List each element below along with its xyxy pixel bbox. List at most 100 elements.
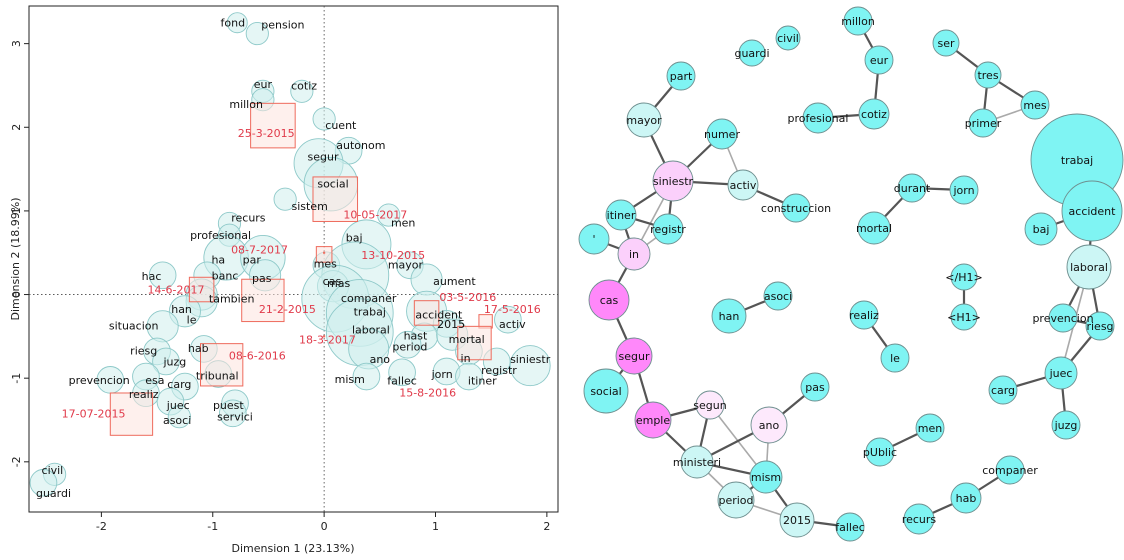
date-labels: 25-3-2015 10-05-2017 08-7-2017 13-10-2015 14… xyxy=(62,127,541,420)
word-label-accident: accident xyxy=(415,309,463,322)
word-label-sistem: sistem xyxy=(291,200,327,213)
network-node-labels: guardi civil millon eur cotiz profesional ser t… xyxy=(590,15,1116,534)
node-label-mayor: mayor xyxy=(626,114,662,127)
node-recurs xyxy=(903,503,935,535)
node-label-eur: eur xyxy=(870,54,889,67)
y-axis-title: Dimension 2 (18.99%) xyxy=(9,198,22,321)
x-axis-title: Dimension 1 (23.13%) xyxy=(232,542,355,555)
node-laboral xyxy=(1066,244,1112,290)
node-public xyxy=(865,437,895,467)
date-point-25-3-2015 xyxy=(250,102,296,149)
node-label-profesional: profesional xyxy=(788,112,849,125)
node-label-2015: 2015 xyxy=(783,514,811,527)
word-label-juec: juec xyxy=(166,399,190,412)
node-label-le: le xyxy=(890,352,900,365)
word-label-cotiz: cotiz xyxy=(291,79,317,92)
node-label-prevencion: prevencion xyxy=(1032,312,1093,325)
word-label-mas: mas xyxy=(327,277,350,290)
network-nodes xyxy=(578,6,1124,542)
node-realiz xyxy=(849,300,879,330)
word-label-men: men xyxy=(391,217,415,230)
node-label-pas: pas xyxy=(805,381,825,394)
word-label-realiz: realiz xyxy=(129,388,159,401)
node-period xyxy=(717,481,755,519)
node-civil xyxy=(775,25,801,51)
word-label-companer: companer xyxy=(341,292,397,305)
word-point-activ xyxy=(494,305,522,334)
node-emple xyxy=(634,401,672,439)
word-label-servici: servici xyxy=(217,411,253,424)
node-label-asoci: asoci xyxy=(764,290,792,303)
node-social xyxy=(583,368,629,414)
node-mes xyxy=(1020,90,1050,120)
node-construccion xyxy=(781,193,811,223)
node-label-cotiz: cotiz xyxy=(861,108,887,121)
word-label-tribunal: tribunal xyxy=(196,370,239,383)
word-label-fallec: fallec xyxy=(387,375,417,388)
node-label-h1: </H1> xyxy=(945,271,982,284)
date-point-17-07-2015 xyxy=(109,392,154,436)
node-label-baj: baj xyxy=(1033,223,1050,236)
node-label-in: in xyxy=(629,248,639,261)
word-label-millon: millon xyxy=(229,98,263,111)
word-label-esa: esa xyxy=(145,374,164,387)
node-mism xyxy=(749,460,783,494)
word-label-2015: 2015 xyxy=(437,318,465,331)
node-profesional xyxy=(802,102,834,134)
node-le xyxy=(880,343,910,373)
word-point-cuent xyxy=(312,107,336,131)
word-label-fond: fond xyxy=(221,17,246,30)
node-label-riesg: riesg xyxy=(1086,320,1113,333)
y-tick-label: -2 xyxy=(10,456,23,467)
node-label-tres: tres xyxy=(977,69,998,82)
node-segur xyxy=(615,337,653,375)
date-label-18-3-2017: 18-3-2017 xyxy=(299,334,356,347)
node-label-carg: carg xyxy=(991,384,1015,397)
date-label-08-6-2016: 08-6-2016 xyxy=(229,350,286,363)
node-label-period: period xyxy=(718,494,753,507)
word-point-fallec xyxy=(388,358,416,387)
y-axis-ticks: -2 -1 0 1 2 3 xyxy=(10,40,29,467)
node-label-millon: millon xyxy=(841,15,875,28)
node-label-ano: ano xyxy=(759,419,780,432)
node-h1 xyxy=(950,303,978,331)
word-label-jorn: jorn xyxy=(431,368,453,381)
node-label-jorn: jorn xyxy=(952,184,974,197)
y-tick-label: 3 xyxy=(10,40,23,47)
word-point-fond xyxy=(226,12,248,34)
node-hab xyxy=(950,482,982,514)
node-label-mortal: mortal xyxy=(856,222,892,235)
word-point-itiner xyxy=(455,362,483,391)
word-label-mayor: mayor xyxy=(388,258,424,271)
date-point-03-5-2016 xyxy=(413,300,440,326)
x-tick-label: 1 xyxy=(432,520,439,533)
node-label-construccion: construccion xyxy=(761,202,831,215)
word-label-hab: hab xyxy=(188,342,209,355)
date-point-14-6-2017 xyxy=(188,276,215,303)
date-label-17-5-2016: 17-5-2016 xyxy=(484,303,541,316)
node-accident xyxy=(1061,180,1123,242)
node-label-registr: registr xyxy=(650,223,686,236)
node-baj xyxy=(1024,212,1058,246)
x-tick-label: -2 xyxy=(96,520,107,533)
node-tres xyxy=(974,61,1002,89)
node-label-men: men xyxy=(918,422,942,435)
word-label-segur: segur xyxy=(308,151,339,164)
word-point-pension xyxy=(245,22,269,46)
node-cotiz xyxy=(858,98,890,130)
x-tick-label: 0 xyxy=(321,520,328,533)
y-tick-label: 2 xyxy=(10,124,23,131)
word-point-asoci xyxy=(167,405,191,429)
node-label-emple: emple xyxy=(636,414,671,427)
date-label-13-10-2015: 13-10-2015 xyxy=(361,249,425,262)
node-ser xyxy=(932,29,960,57)
node-eur xyxy=(864,45,894,75)
word-label-itiner: itiner xyxy=(468,375,497,388)
word-labels: fond pension eur cotiz millon cuent autonomseg… xyxy=(36,17,551,500)
node-mayor xyxy=(626,102,662,138)
word-label-ano: ano xyxy=(370,353,391,366)
date-label-03-5-2016: 03-5-2016 xyxy=(439,291,496,304)
node-label-numer: numer xyxy=(704,128,740,141)
node-label-activ: activ xyxy=(730,179,757,192)
